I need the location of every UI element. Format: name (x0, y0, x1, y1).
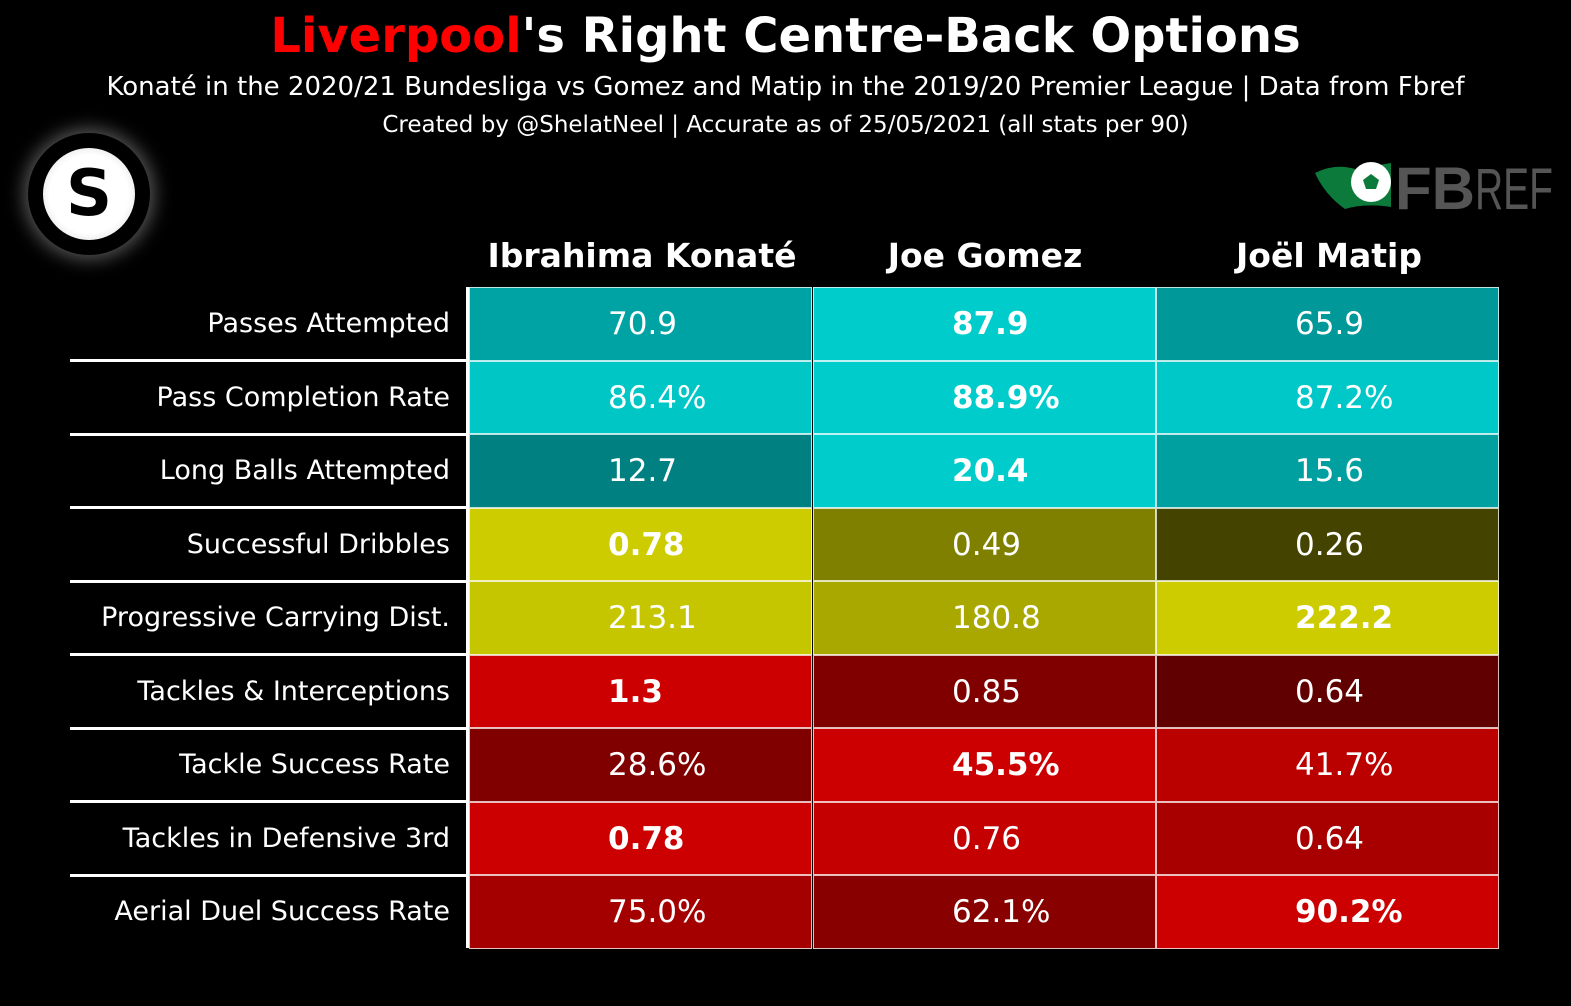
row-separator (70, 800, 468, 803)
table-cell: 213.1 (469, 581, 812, 655)
table-cell: 180.8 (813, 581, 1156, 655)
table-cell: 87.2% (1156, 360, 1499, 434)
table-cell: 1.3 (469, 654, 812, 728)
table-row: Aerial Duel Success Rate 75.0% 62.1% 90.2% (0, 875, 1500, 949)
table-row: Progressive Carrying Dist. 213.1 180.8 222.… (0, 581, 1500, 656)
table-row: Tackles & Interceptions 1.3 0.85 0.64 (0, 654, 1500, 730)
row-label: Tackles in Defensive 3rd (122, 822, 450, 854)
table-cell: 0.49 (813, 507, 1156, 581)
table-row: Successful Dribbles 0.78 0.49 0.26 (0, 507, 1500, 583)
row-label: Passes Attempted (207, 308, 450, 339)
row-separator (70, 726, 468, 730)
row-label: Progressive Carrying Dist. (101, 602, 450, 633)
table-cell: 65.9 (1156, 287, 1499, 361)
row-label: Aerial Duel Success Rate (114, 896, 450, 927)
row-label: Pass Completion Rate (156, 381, 450, 413)
table-cell: 90.2% (1156, 875, 1499, 949)
table-row: Pass Completion Rate 86.4% 88.9% 87.2% (0, 360, 1500, 436)
table-cell: 12.7 (469, 434, 812, 508)
table-cell: 0.76 (813, 801, 1156, 875)
chart-title: Liverpool's Right Centre-Back Options (0, 8, 1571, 64)
table-cell: 0.64 (1156, 654, 1499, 728)
title-team: Liverpool (270, 8, 522, 64)
table-cell: 222.2 (1156, 581, 1499, 655)
table-cell: 45.5% (813, 728, 1156, 802)
table-cell: 41.7% (1156, 728, 1499, 802)
svg-text:REF: REF (1475, 157, 1553, 213)
credit-line: Created by @ShelatNeel | Accurate as of … (382, 112, 1189, 138)
fbref-logo: FB REF (1315, 155, 1553, 213)
row-separator (70, 579, 468, 583)
table-cell: 0.64 (1156, 801, 1499, 875)
table-row: Long Balls Attempted 12.7 20.4 15.6 (0, 434, 1500, 509)
table-cell: 28.6% (469, 728, 812, 802)
table-cell: 15.6 (1156, 434, 1499, 508)
table-cell: 70.9 (469, 287, 812, 361)
table-cell: 0.26 (1156, 507, 1499, 581)
row-separator (70, 653, 468, 656)
subtitle: Konaté in the 2020/21 Bundesliga vs Gome… (106, 72, 1465, 102)
row-label: Successful Dribbles (186, 528, 450, 560)
table-cell: 87.9 (813, 287, 1156, 361)
row-separator (70, 506, 468, 509)
row-label: Tackle Success Rate (179, 749, 450, 780)
column-header-gomez: Joe Gomez (887, 236, 1083, 275)
table-row: Tackles in Defensive 3rd 0.78 0.76 0.64 (0, 801, 1500, 877)
table-cell: 88.9% (813, 360, 1156, 434)
table-cell: 86.4% (469, 360, 812, 434)
table-divider (466, 287, 469, 948)
table-cell: 0.78 (469, 507, 812, 581)
author-logo: S (28, 133, 150, 255)
column-header-matip: Joël Matip (1236, 236, 1422, 275)
table-cell: 20.4 (813, 434, 1156, 508)
row-separator (70, 432, 468, 436)
column-header-konate: Ibrahima Konaté (487, 236, 797, 275)
table-cell: 0.85 (813, 654, 1156, 728)
table-cell: 0.78 (469, 801, 812, 875)
table-cell: 62.1% (813, 875, 1156, 949)
table-cell: 75.0% (469, 875, 812, 949)
svg-text:FB: FB (1395, 155, 1475, 213)
row-label: Tackles & Interceptions (137, 675, 450, 707)
row-separator (70, 359, 468, 362)
table-row: Passes Attempted 70.9 87.9 65.9 (0, 287, 1500, 362)
title-rest: 's Right Centre-Back Options (521, 8, 1301, 64)
row-label: Long Balls Attempted (159, 455, 450, 486)
row-separator (70, 873, 468, 877)
table-row: Tackle Success Rate 28.6% 45.5% 41.7% (0, 728, 1500, 803)
